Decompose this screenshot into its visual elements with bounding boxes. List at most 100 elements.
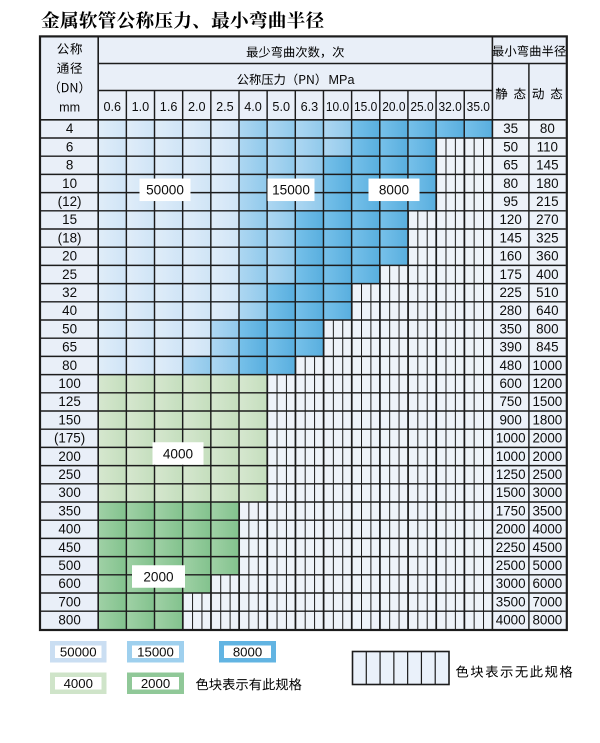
svg-text:15.0: 15.0 bbox=[354, 99, 377, 114]
svg-text:20.0: 20.0 bbox=[382, 99, 405, 114]
svg-text:80: 80 bbox=[540, 121, 555, 136]
svg-text:4500: 4500 bbox=[532, 540, 562, 555]
svg-text:4000: 4000 bbox=[532, 522, 562, 537]
svg-text:50: 50 bbox=[503, 139, 518, 154]
svg-text:32: 32 bbox=[62, 285, 77, 300]
svg-text:1200: 1200 bbox=[532, 376, 562, 391]
svg-text:15: 15 bbox=[62, 212, 77, 227]
svg-text:65: 65 bbox=[503, 158, 518, 173]
svg-text:325: 325 bbox=[536, 230, 558, 245]
svg-text:15000: 15000 bbox=[137, 644, 174, 659]
svg-text:845: 845 bbox=[536, 340, 558, 355]
svg-text:25.0: 25.0 bbox=[410, 99, 433, 114]
svg-text:1.0: 1.0 bbox=[132, 99, 150, 114]
svg-text:800: 800 bbox=[536, 321, 558, 336]
svg-text:6: 6 bbox=[66, 139, 73, 154]
svg-text:10.0: 10.0 bbox=[326, 99, 349, 114]
svg-text:6000: 6000 bbox=[532, 576, 562, 591]
svg-text:100: 100 bbox=[58, 376, 80, 391]
svg-text:(18): (18) bbox=[58, 230, 82, 245]
svg-text:1000: 1000 bbox=[496, 449, 526, 464]
svg-text:(12): (12) bbox=[58, 194, 82, 209]
svg-text:4: 4 bbox=[66, 121, 74, 136]
svg-text:4.0: 4.0 bbox=[244, 99, 262, 114]
svg-text:8000: 8000 bbox=[532, 613, 562, 628]
svg-text:7000: 7000 bbox=[532, 594, 562, 609]
svg-text:2000: 2000 bbox=[532, 431, 562, 446]
svg-text:50000: 50000 bbox=[146, 183, 184, 198]
svg-text:145: 145 bbox=[499, 230, 521, 245]
svg-text:150: 150 bbox=[58, 412, 80, 427]
svg-text:225: 225 bbox=[499, 285, 521, 300]
svg-text:350: 350 bbox=[499, 321, 521, 336]
svg-text:5000: 5000 bbox=[532, 558, 562, 573]
svg-text:2000: 2000 bbox=[496, 522, 526, 537]
svg-text:700: 700 bbox=[58, 594, 80, 609]
svg-text:400: 400 bbox=[536, 267, 558, 282]
svg-text:32.0: 32.0 bbox=[439, 99, 462, 114]
svg-text:50: 50 bbox=[62, 321, 77, 336]
svg-text:95: 95 bbox=[503, 194, 518, 209]
svg-text:1000: 1000 bbox=[532, 358, 562, 373]
svg-text:360: 360 bbox=[536, 249, 558, 264]
svg-text:2000: 2000 bbox=[141, 676, 170, 691]
svg-text:270: 270 bbox=[536, 212, 558, 227]
svg-text:400: 400 bbox=[58, 522, 80, 537]
svg-text:80: 80 bbox=[503, 176, 518, 191]
svg-text:1000: 1000 bbox=[496, 431, 526, 446]
svg-text:1500: 1500 bbox=[532, 394, 562, 409]
svg-text:175: 175 bbox=[499, 267, 521, 282]
svg-text:3500: 3500 bbox=[496, 594, 526, 609]
svg-text:8: 8 bbox=[66, 158, 73, 173]
svg-text:20: 20 bbox=[62, 249, 77, 264]
svg-text:110: 110 bbox=[537, 139, 558, 154]
svg-text:125: 125 bbox=[58, 394, 80, 409]
svg-text:2000: 2000 bbox=[532, 449, 562, 464]
svg-text:6.3: 6.3 bbox=[301, 99, 319, 114]
svg-text:1250: 1250 bbox=[496, 467, 526, 482]
svg-text:600: 600 bbox=[58, 576, 80, 591]
svg-text:80: 80 bbox=[62, 358, 77, 373]
svg-text:145: 145 bbox=[536, 158, 558, 173]
svg-text:800: 800 bbox=[58, 613, 80, 628]
svg-text:4000: 4000 bbox=[163, 446, 194, 461]
svg-text:25: 25 bbox=[62, 267, 77, 282]
svg-text:600: 600 bbox=[499, 376, 521, 391]
svg-text:640: 640 bbox=[536, 303, 558, 318]
svg-text:1750: 1750 bbox=[496, 503, 526, 518]
svg-text:120: 120 bbox=[499, 212, 521, 227]
svg-text:500: 500 bbox=[58, 558, 80, 573]
svg-text:480: 480 bbox=[499, 358, 521, 373]
svg-text:(175): (175) bbox=[54, 431, 85, 446]
svg-text:2500: 2500 bbox=[496, 558, 526, 573]
svg-text:4000: 4000 bbox=[496, 613, 526, 628]
svg-text:900: 900 bbox=[499, 412, 521, 427]
svg-text:450: 450 bbox=[58, 540, 80, 555]
svg-text:2.0: 2.0 bbox=[188, 99, 206, 114]
svg-text:4000: 4000 bbox=[64, 676, 93, 691]
svg-text:65: 65 bbox=[62, 340, 77, 355]
svg-text:390: 390 bbox=[499, 340, 521, 355]
svg-text:1500: 1500 bbox=[496, 485, 526, 500]
svg-text:2000: 2000 bbox=[143, 569, 174, 584]
svg-text:5.0: 5.0 bbox=[272, 99, 290, 114]
svg-text:280: 280 bbox=[499, 303, 521, 318]
svg-text:250: 250 bbox=[58, 467, 80, 482]
svg-text:300: 300 bbox=[58, 485, 80, 500]
svg-text:MPa: MPa bbox=[329, 73, 355, 87]
svg-text:180: 180 bbox=[536, 176, 558, 191]
svg-text:40: 40 bbox=[62, 303, 77, 318]
svg-text:10: 10 bbox=[62, 176, 77, 191]
svg-text:3000: 3000 bbox=[496, 576, 526, 591]
svg-text:50000: 50000 bbox=[60, 644, 97, 659]
svg-text:2500: 2500 bbox=[532, 467, 562, 482]
svg-text:8000: 8000 bbox=[233, 644, 262, 659]
svg-text:15000: 15000 bbox=[272, 183, 310, 198]
svg-text:350: 350 bbox=[58, 503, 80, 518]
svg-text:3500: 3500 bbox=[532, 503, 562, 518]
svg-text:510: 510 bbox=[536, 285, 558, 300]
svg-text:160: 160 bbox=[499, 249, 521, 264]
svg-text:0.6: 0.6 bbox=[103, 99, 121, 114]
svg-text:200: 200 bbox=[58, 449, 80, 464]
svg-text:35.0: 35.0 bbox=[467, 99, 490, 114]
